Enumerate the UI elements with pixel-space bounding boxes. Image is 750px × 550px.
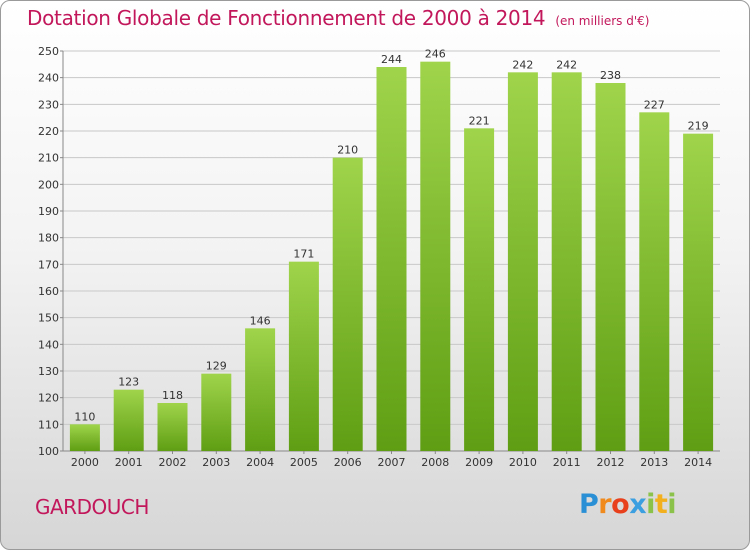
brand-letter: r — [598, 489, 612, 520]
brand-letter: P — [579, 489, 599, 520]
y-tick-label: 170 — [38, 258, 59, 271]
bar — [332, 157, 363, 451]
bar — [683, 133, 714, 451]
data-label: 227 — [644, 98, 665, 111]
bars — [69, 61, 714, 452]
data-label: 171 — [293, 248, 314, 261]
x-tick-label: 2003 — [202, 456, 230, 469]
y-tick-label: 150 — [38, 312, 59, 325]
data-label: 110 — [74, 410, 95, 423]
x-tick-label: 2011 — [553, 456, 581, 469]
x-tick-label: 2008 — [421, 456, 449, 469]
x-tick-label: 2006 — [334, 456, 362, 469]
chart-subtitle: (en milliers d'€) — [555, 14, 650, 28]
y-tick-label: 200 — [38, 178, 59, 191]
brand-letter: i — [646, 489, 655, 520]
data-label: 123 — [118, 376, 139, 389]
y-tick-label: 140 — [38, 338, 59, 351]
y-tick-label: 110 — [38, 418, 59, 431]
bar — [595, 83, 626, 451]
y-tick-label: 250 — [38, 45, 59, 58]
x-tick-label: 2004 — [246, 456, 274, 469]
x-tick-label: 2014 — [684, 456, 712, 469]
axes: 100 110 120 130 140 150 160 170 180 190 200 210 220 2… — [38, 45, 720, 469]
bar — [245, 328, 276, 451]
bar — [551, 72, 582, 451]
bar — [507, 72, 538, 451]
bar — [288, 261, 319, 451]
brand-letter: i — [667, 489, 677, 520]
bar — [69, 424, 100, 451]
x-tick-label: 2002 — [159, 456, 187, 469]
data-label: 146 — [250, 314, 271, 327]
data-label: 129 — [206, 360, 227, 373]
data-label: 242 — [512, 58, 533, 71]
data-label: 210 — [337, 144, 358, 157]
bar — [201, 373, 232, 451]
x-tick-label: 2000 — [71, 456, 99, 469]
x-tick-label: 2005 — [290, 456, 318, 469]
chart-title: Dotation Globale de Fonctionnement de 20… — [27, 6, 546, 30]
y-tick-label: 180 — [38, 232, 59, 245]
data-label: 244 — [381, 53, 402, 66]
x-tick-label: 2001 — [115, 456, 143, 469]
data-label: 238 — [600, 69, 621, 82]
x-tick-label: 2007 — [378, 456, 406, 469]
bar — [420, 61, 451, 452]
title-row: Dotation Globale de Fonctionnement de 20… — [27, 6, 649, 30]
commune-name: GARDOUCH — [35, 495, 149, 519]
y-tick-label: 160 — [38, 285, 59, 298]
brand-letter: o — [611, 489, 630, 520]
x-tick-label: 2013 — [640, 456, 668, 469]
data-label: 219 — [688, 120, 709, 133]
data-label: 221 — [469, 114, 490, 127]
data-labels: 110 123 118 129 146 171 210 244 246 221 242 242 238 2… — [74, 48, 708, 424]
y-tick-label: 190 — [38, 205, 59, 218]
x-tick-label: 2012 — [597, 456, 625, 469]
data-label: 242 — [556, 58, 577, 71]
x-tick-label: 2009 — [465, 456, 493, 469]
brand-letter: x — [629, 489, 647, 520]
data-label: 118 — [162, 389, 183, 402]
y-tick-label: 100 — [38, 445, 59, 458]
y-tick-label: 240 — [38, 72, 59, 85]
brand-logo: Proxiti — [579, 489, 677, 520]
y-tick-label: 220 — [38, 125, 59, 138]
y-tick-label: 210 — [38, 152, 59, 165]
bar — [639, 112, 670, 451]
bar — [113, 389, 144, 451]
bar — [376, 67, 407, 451]
brand-letter: t — [654, 489, 668, 520]
y-tick-label: 230 — [38, 98, 59, 111]
x-tick-label: 2010 — [509, 456, 537, 469]
bar — [464, 128, 495, 451]
data-label: 246 — [425, 48, 446, 61]
y-tick-label: 130 — [38, 365, 59, 378]
bar — [157, 403, 188, 451]
y-tick-label: 120 — [38, 392, 59, 405]
